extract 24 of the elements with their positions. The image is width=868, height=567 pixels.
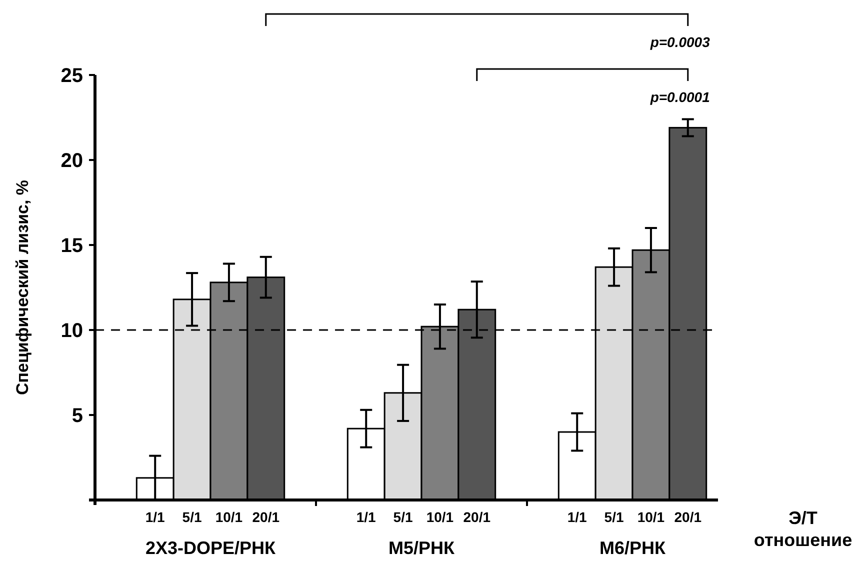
x-tick-label: M6/РНК [600, 538, 667, 558]
text: p=0.0003 [649, 34, 710, 50]
y-tick-label: 15 [60, 235, 83, 257]
text: 10/1 [426, 509, 454, 525]
text: 5/1 [393, 509, 413, 525]
y-tick-label: 10 [60, 320, 83, 342]
y-axis-title: Специфический лизис, % [13, 180, 32, 396]
text: 10/1 [637, 509, 665, 525]
text: 20/1 [674, 509, 702, 525]
series-label: 20/1 [252, 509, 280, 525]
y-tick-label: 5 [72, 405, 83, 427]
x-tick-label: M5/РНК [388, 538, 456, 558]
y-tick-label: 20 [60, 150, 83, 172]
x-axis-title: Э/Т отношение [754, 508, 852, 550]
series-label: 5/1 [182, 509, 202, 525]
x-tick-label: 2X3-DOPE/РНК [145, 538, 277, 558]
series-label: 10/1 [215, 509, 243, 525]
text: 1/1 [356, 509, 376, 525]
text: 5/1 [604, 509, 624, 525]
series-label: 1/1 [145, 509, 166, 525]
text: 1/1 [567, 509, 587, 525]
y-tick-label: 25 [60, 65, 83, 87]
text: 20/1 [463, 509, 491, 525]
annotation: p=0.0001 [649, 89, 710, 105]
